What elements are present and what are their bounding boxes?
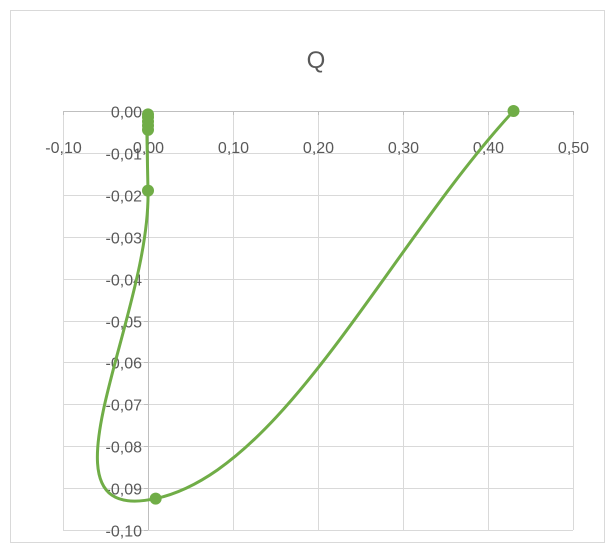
- data-point: [149, 492, 162, 505]
- x-tick-label: 0,20: [303, 140, 334, 157]
- y-tick-label: -0,03: [106, 231, 143, 248]
- y-tick-label: 0,00: [111, 105, 142, 122]
- y-tick-label: -0,08: [106, 440, 143, 457]
- chart-title: Q: [307, 47, 326, 74]
- y-tick-label: -0,02: [106, 189, 143, 206]
- y-tick-label: -0,09: [106, 482, 143, 499]
- y-tick-label: -0,06: [106, 356, 143, 373]
- data-point: [142, 184, 154, 197]
- x-tick-label: 0,10: [218, 140, 249, 157]
- data-point: [142, 108, 154, 121]
- y-tick-label: -0,05: [106, 315, 143, 332]
- data-point: [507, 105, 520, 117]
- x-tick-label: 0,50: [558, 140, 589, 157]
- y-tick-label: -0,04: [106, 273, 143, 290]
- x-tick-label: -0,10: [45, 140, 82, 157]
- chart-border: [10, 10, 605, 543]
- y-tick-label: -0,07: [106, 398, 143, 415]
- x-tick-label: 0,30: [388, 140, 419, 157]
- y-tick-label: -0,10: [106, 524, 143, 541]
- y-tick-label: -0,01: [106, 147, 143, 164]
- x-tick-label: 0,40: [473, 140, 504, 157]
- series-layer: [95, 105, 520, 505]
